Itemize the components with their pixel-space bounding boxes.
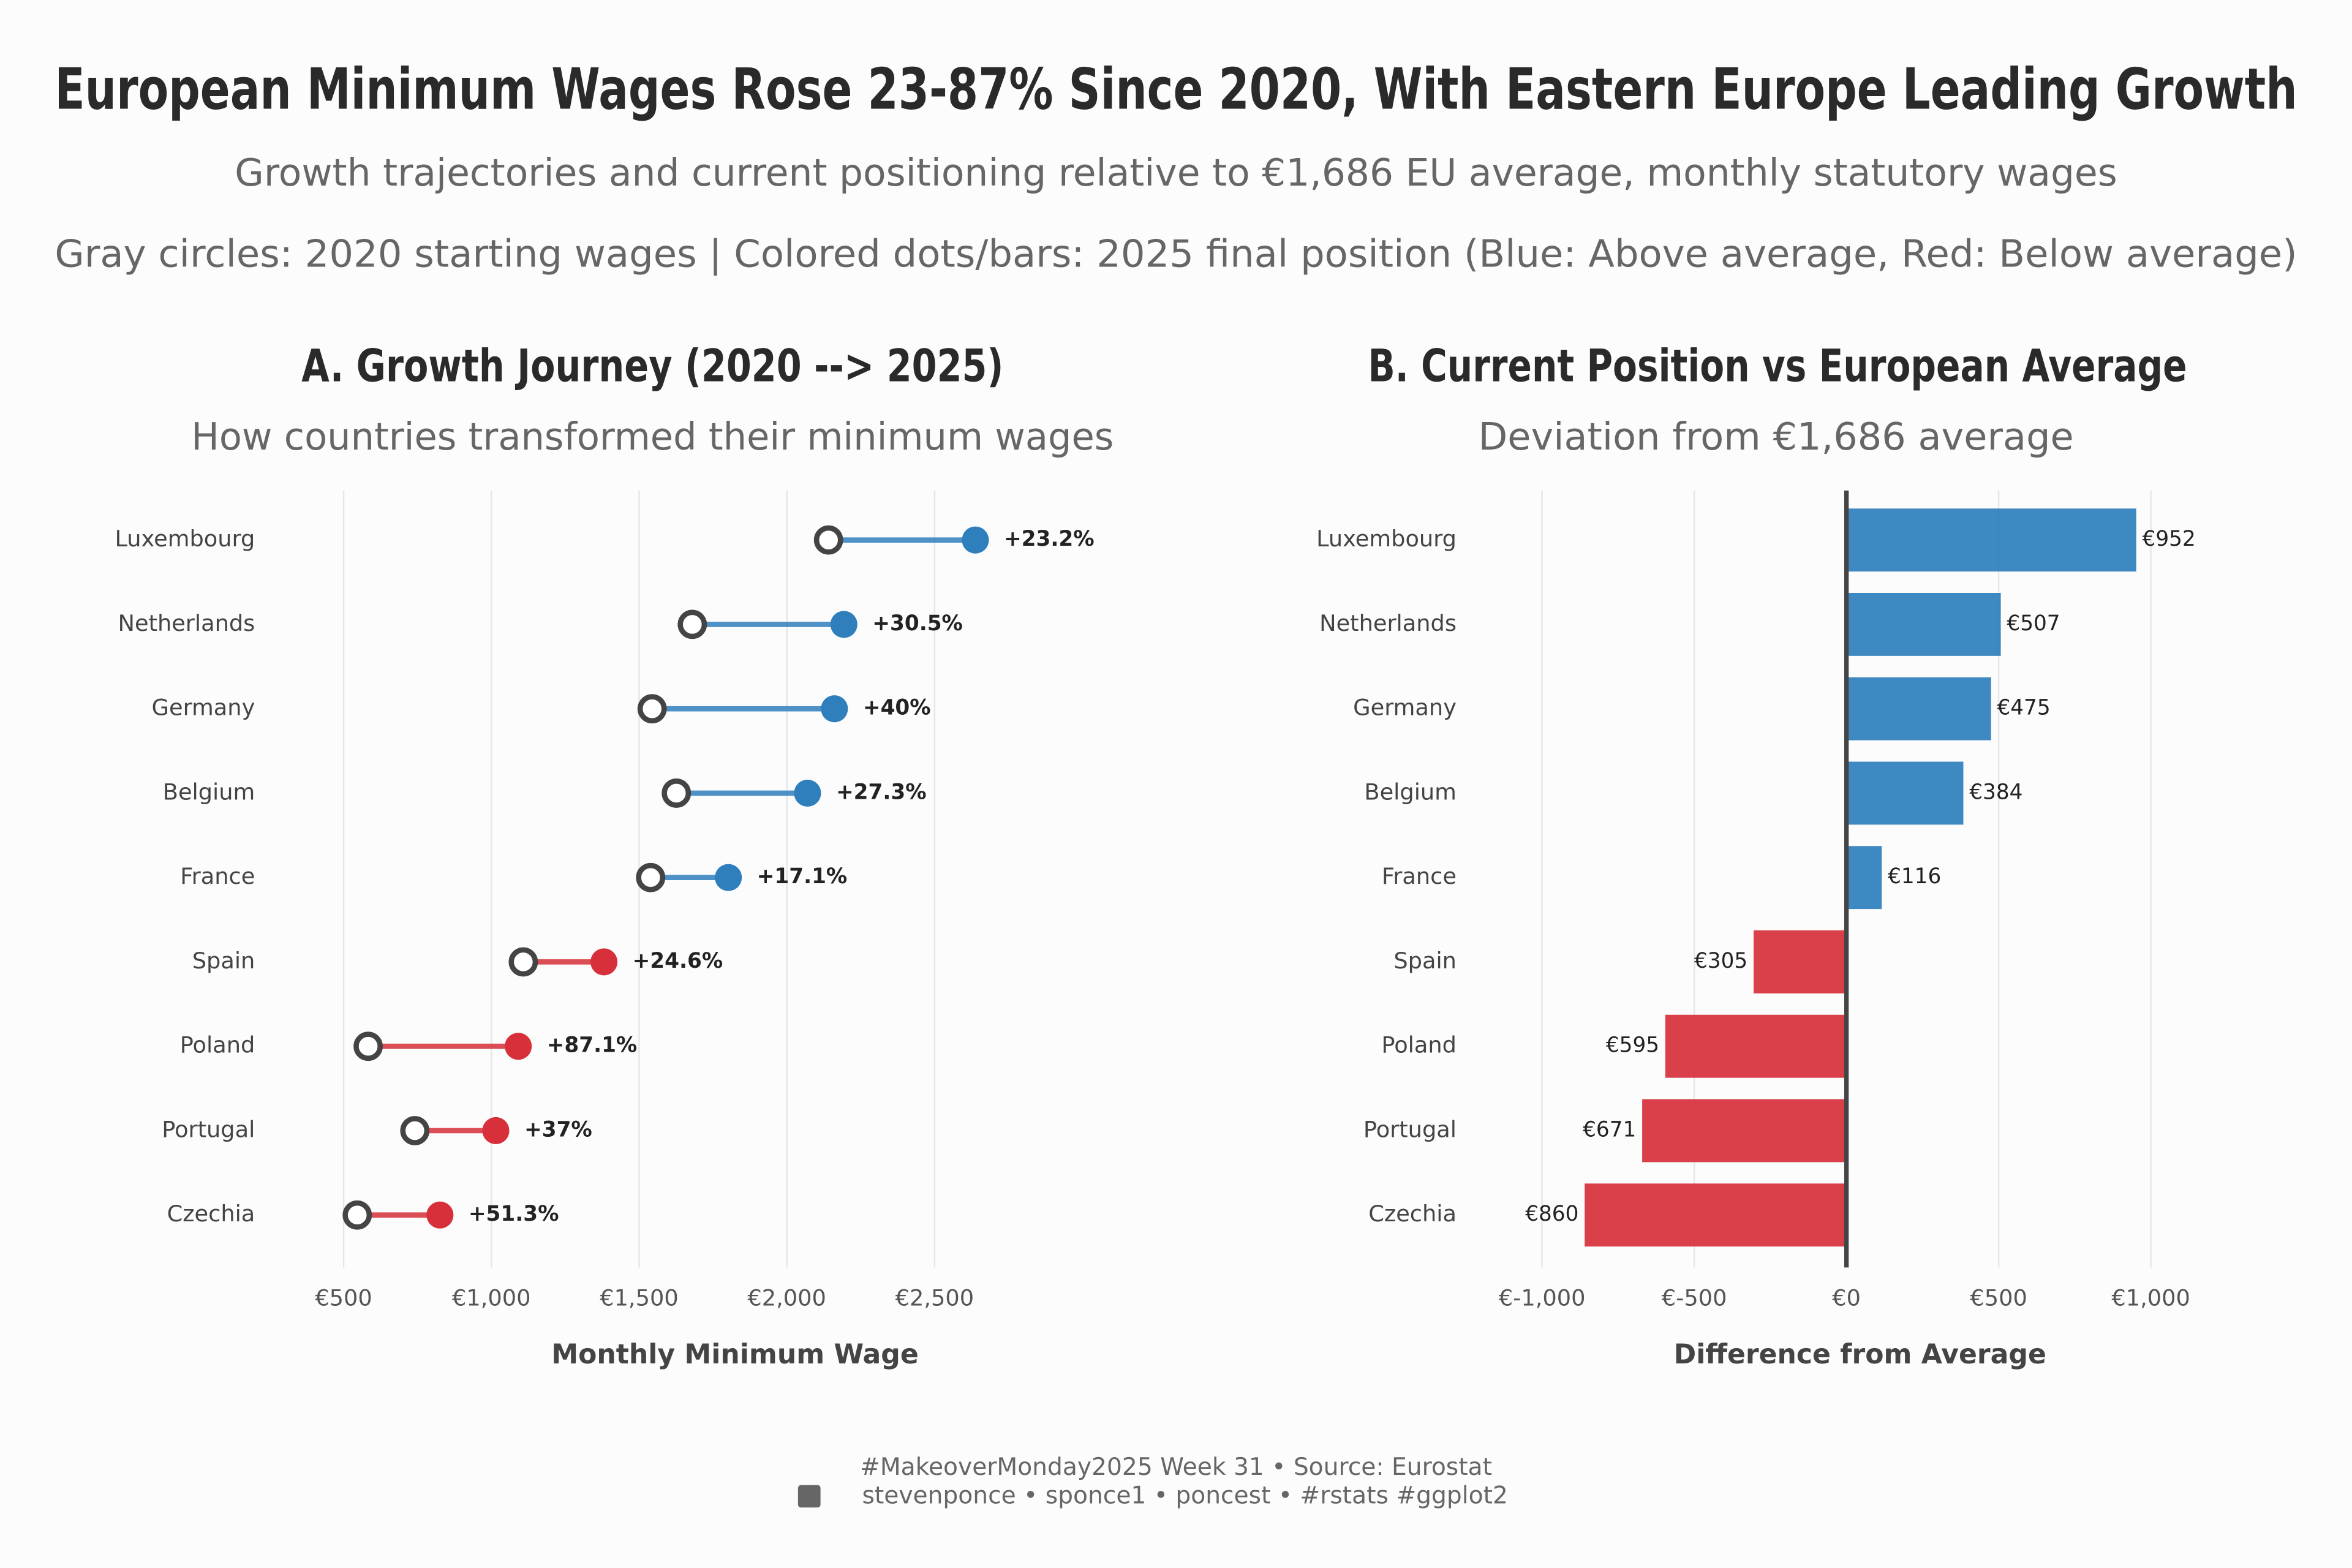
bar: [1846, 677, 1991, 741]
x-tick-label: €-500: [1662, 1284, 1727, 1311]
value-label: €475: [1997, 696, 2050, 720]
y-tick-label: France: [1382, 863, 1457, 889]
value-label: €860: [1525, 1202, 1578, 1226]
start-point: [353, 1031, 383, 1061]
start-point: [677, 609, 707, 639]
value-label: €952: [2143, 527, 2196, 551]
y-tick-label: Poland: [180, 1032, 255, 1058]
footer-credits: stevenponce • sponce1 • poncest • #rstat…: [862, 1482, 1507, 1510]
bar: [1754, 930, 1847, 993]
end-point: [962, 526, 989, 554]
growth-label: +51.3%: [469, 1202, 559, 1226]
end-point: [505, 1033, 532, 1060]
value-label: €116: [1888, 864, 1941, 889]
value-label: €507: [2007, 611, 2060, 636]
title: European Minimum Wages Rose 23-87% Since…: [55, 56, 2297, 122]
value-label: €671: [1583, 1117, 1636, 1142]
x-tick-label: €0: [1832, 1284, 1861, 1311]
x-tick-label: €2,500: [895, 1284, 974, 1311]
end-point: [590, 948, 618, 976]
end-point: [830, 611, 858, 638]
linkedin-icon: [797, 1485, 821, 1508]
x-tick-label: €2,000: [747, 1284, 826, 1311]
y-tick-label: Spain: [192, 948, 255, 974]
end-point: [426, 1201, 454, 1229]
x-tick-label: €1,000: [2111, 1284, 2190, 1311]
y-tick-label: France: [180, 863, 255, 889]
bar: [1846, 761, 1964, 825]
y-tick-label: Czechia: [167, 1200, 255, 1227]
subtitle: Growth trajectories and current position…: [235, 151, 2117, 195]
start-point: [400, 1116, 430, 1145]
x-tick-label: €-1,000: [1499, 1284, 1586, 1311]
start-point: [813, 525, 843, 555]
y-tick-label: Spain: [1393, 948, 1457, 974]
x-tick-label: €1,500: [600, 1284, 678, 1311]
bar: [1846, 846, 1882, 910]
y-tick-label: Luxembourg: [115, 526, 255, 552]
y-tick-label: Portugal: [1363, 1116, 1457, 1142]
note: Gray circles: 2020 starting wages | Colo…: [55, 232, 2297, 276]
start-point: [662, 778, 692, 808]
growth-label: +37%: [524, 1117, 592, 1142]
y-tick-label: Czechia: [1368, 1200, 1457, 1227]
bar: [1585, 1183, 1847, 1247]
end-point: [821, 695, 848, 723]
value-label: €595: [1606, 1033, 1659, 1058]
start-point: [637, 694, 667, 724]
growth-label: +23.2%: [1004, 527, 1095, 551]
end-point: [482, 1117, 510, 1144]
y-tick-label: Belgium: [1364, 778, 1457, 805]
start-point: [636, 862, 666, 892]
y-tick-label: Poland: [1381, 1032, 1457, 1058]
panel-subtitle: Deviation from €1,686 average: [1478, 415, 2073, 459]
panel-title: A. Growth Journey (2020 --> 2025): [301, 341, 1003, 393]
y-tick-label: Luxembourg: [1316, 526, 1457, 552]
footer-source: #MakeoverMonday2025 Week 31 • Source: Eu…: [860, 1453, 1492, 1481]
x-tick-label: €500: [315, 1284, 372, 1311]
growth-label: +40%: [863, 696, 931, 720]
panel-title: B. Current Position vs European Average: [1368, 341, 2187, 393]
growth-label: +24.6%: [633, 949, 723, 973]
bar: [1846, 508, 2136, 572]
end-point: [794, 779, 821, 807]
value-label: €305: [1694, 949, 1747, 973]
panel-subtitle: How countries transformed their minimum …: [191, 415, 1114, 459]
y-tick-label: Netherlands: [118, 610, 255, 636]
growth-label: +27.3%: [836, 780, 927, 804]
bar: [1642, 1099, 1847, 1163]
start-point: [508, 947, 538, 977]
growth-label: +17.1%: [757, 864, 848, 889]
end-point: [715, 864, 742, 891]
x-tick-label: €500: [1970, 1284, 2027, 1311]
x-tick-label: €1,000: [452, 1284, 530, 1311]
value-label: €384: [1969, 780, 2022, 804]
bar: [1846, 592, 2001, 656]
growth-label: +87.1%: [547, 1033, 638, 1058]
x-axis-title: Monthly Minimum Wage: [551, 1339, 918, 1370]
x-axis-title: Difference from Average: [1674, 1339, 2046, 1370]
start-point: [342, 1200, 372, 1230]
y-tick-label: Germany: [152, 695, 255, 721]
y-tick-label: Portugal: [162, 1116, 255, 1142]
y-tick-label: Netherlands: [1319, 610, 1457, 636]
y-tick-label: Germany: [1353, 695, 1457, 721]
growth-label: +30.5%: [872, 611, 963, 636]
y-tick-label: Belgium: [163, 778, 255, 805]
bar: [1665, 1014, 1847, 1078]
